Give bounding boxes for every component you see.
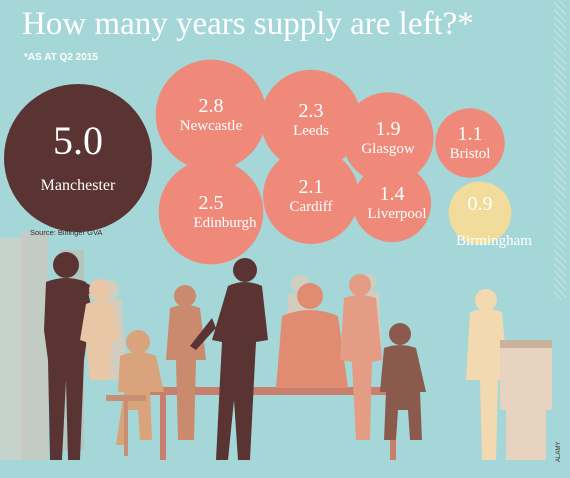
- bubble-city-label: Liverpool: [367, 206, 426, 222]
- bubble-value-label: 5.0: [53, 118, 103, 163]
- bubble-city-label: Bristol: [450, 146, 491, 162]
- bubble-circle: [342, 92, 434, 184]
- bubble-circle: [352, 163, 432, 243]
- page-title: How many years supply are left?*: [22, 6, 474, 42]
- bubble-birmingham: 0.9 Birmingham: [448, 181, 532, 249]
- bubble-city-label: Manchester: [41, 177, 116, 194]
- bubble-circle: [448, 181, 512, 245]
- bubble-value-label: 1.1: [458, 123, 483, 145]
- bubble-value-label: 2.1: [299, 176, 324, 198]
- bubble-city-label: Leeds: [293, 123, 329, 139]
- bubble-circle: [260, 69, 362, 171]
- bubble-circle: [155, 59, 267, 171]
- bubble-value-label: 1.9: [376, 118, 401, 140]
- bubble-city-label: Birmingham: [456, 233, 532, 249]
- bubble-value-label: 2.3: [299, 100, 324, 122]
- photo-credit: ALAMY: [556, 441, 562, 462]
- bubble-value-label: 0.9: [468, 193, 493, 215]
- bubble-city-label: Cardiff: [289, 199, 332, 215]
- bubble-value-label: 2.8: [199, 95, 224, 117]
- bubble-city-label: Edinburgh: [193, 215, 257, 231]
- bubble-circle: [263, 148, 359, 244]
- bubble-circle: [435, 108, 505, 178]
- bubble-circle: [4, 84, 152, 232]
- bubble-manchester: 5.0 Manchester: [4, 84, 152, 232]
- source-note: Source: Bilfinger GVA: [30, 228, 103, 237]
- bubble-value-label: 2.5: [199, 192, 224, 214]
- bubble-city-label: Newcastle: [180, 118, 243, 134]
- bubble-value-label: 1.4: [380, 183, 405, 205]
- bubble-circle: [158, 159, 264, 265]
- bubble-city-label: Glasgow: [361, 141, 414, 157]
- decorative-hatch: [554, 0, 566, 300]
- footnote-date: *AS AT Q2 2015: [24, 52, 98, 63]
